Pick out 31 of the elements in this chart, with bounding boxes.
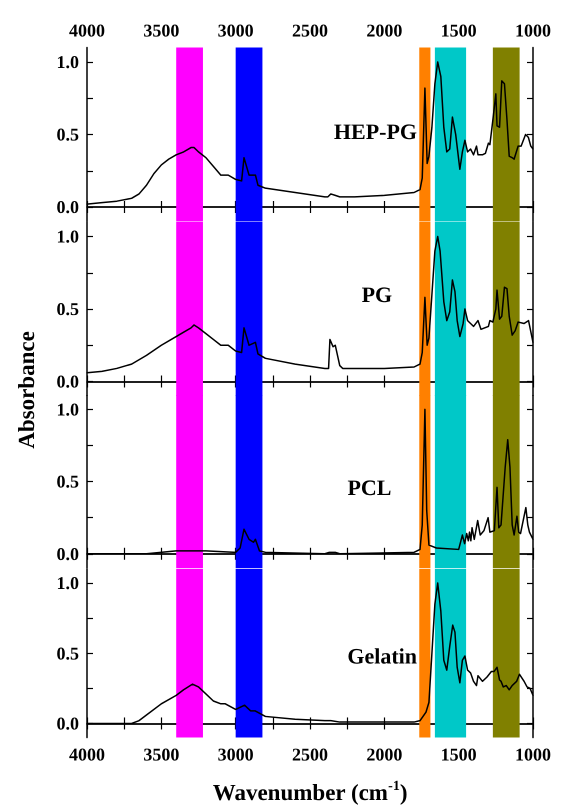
x-tick-label: 2500 bbox=[292, 744, 328, 764]
x-tick-label: 1000 bbox=[515, 744, 551, 764]
x2-tick-label: 3500 bbox=[143, 20, 180, 40]
series-label: PG bbox=[362, 282, 392, 306]
y-tick-label: 0.0 bbox=[56, 371, 79, 391]
x2-tick-label: 1000 bbox=[515, 20, 551, 40]
x2-tick-label: 2500 bbox=[292, 20, 328, 40]
x2-tick-label: 4000 bbox=[69, 20, 105, 40]
series-label: Gelatin bbox=[347, 643, 418, 668]
y-tick-label: 0.5 bbox=[56, 124, 79, 144]
y-tick-label: 1.0 bbox=[56, 226, 79, 246]
y-tick-label: 0.0 bbox=[56, 713, 79, 734]
x-tick-label: 4000 bbox=[69, 744, 105, 764]
y-tick-label: 1.0 bbox=[56, 52, 79, 72]
x-tick-label: 1500 bbox=[440, 744, 477, 764]
y-tick-label: 0.5 bbox=[56, 642, 79, 663]
x-tick-label: 3000 bbox=[218, 744, 254, 764]
y-axis-title: Absorbance bbox=[14, 331, 40, 449]
y-tick-label: 1.0 bbox=[56, 572, 79, 593]
x-tick-label: 3500 bbox=[143, 744, 180, 764]
series-label: PCL bbox=[347, 475, 392, 500]
y-tick-label: 0.5 bbox=[56, 298, 79, 318]
x2-tick-label: 3000 bbox=[218, 20, 254, 40]
x2-tick-label: 2000 bbox=[366, 20, 402, 40]
x2-tick-label: 1500 bbox=[440, 20, 477, 40]
y-tick-label: 0.0 bbox=[56, 544, 79, 564]
y-tick-label: 1.0 bbox=[56, 400, 79, 420]
x-tick-label: 2000 bbox=[366, 744, 402, 764]
y-tick-label: 0.0 bbox=[56, 197, 79, 217]
series-label: HEP-PG bbox=[334, 119, 418, 144]
y-tick-label: 0.5 bbox=[56, 472, 79, 492]
